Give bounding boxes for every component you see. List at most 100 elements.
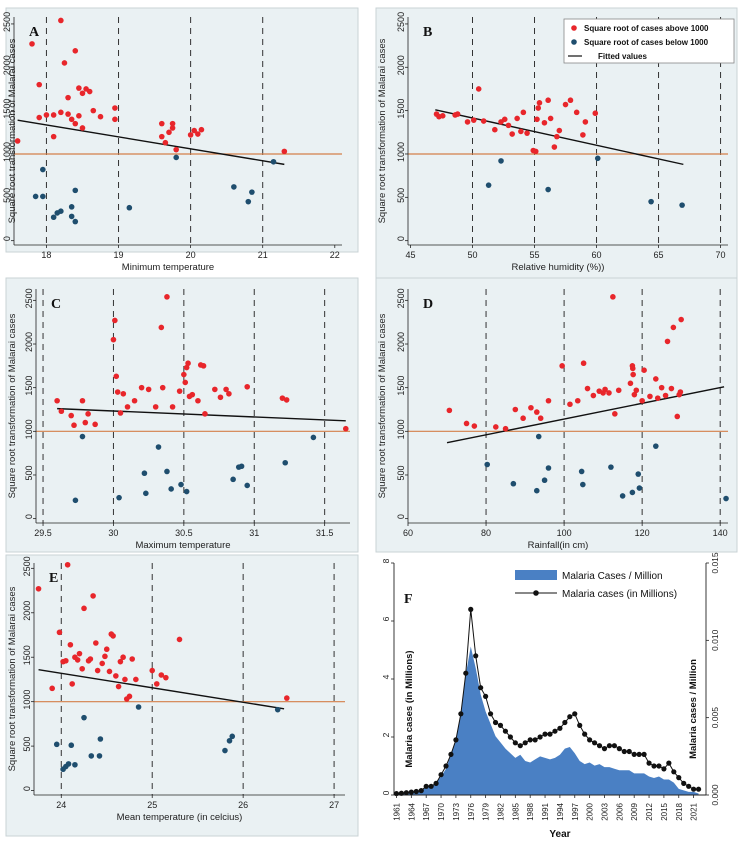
point-above-1000 bbox=[567, 401, 573, 408]
x-tick-label: 1976 bbox=[467, 802, 476, 820]
point-above-1000 bbox=[68, 412, 75, 419]
point-cases-millions bbox=[591, 740, 598, 746]
x-tick-label: 26 bbox=[238, 800, 248, 810]
point-above-1000 bbox=[470, 117, 477, 123]
x-tick-label: 1982 bbox=[496, 802, 505, 820]
y-axis-label: Square root transformation of Malarai ca… bbox=[7, 38, 18, 223]
point-above-1000 bbox=[158, 133, 165, 140]
point-above-1000 bbox=[573, 109, 580, 116]
point-above-1000 bbox=[122, 676, 128, 683]
x-tick-label: 19 bbox=[114, 250, 124, 260]
point-cases-millions bbox=[601, 746, 608, 752]
point-below-1000 bbox=[274, 706, 281, 713]
point-cases-millions bbox=[567, 714, 573, 720]
left-axis-label: Malaria cases (in Millions) bbox=[404, 650, 415, 767]
point-cases-millions bbox=[557, 725, 563, 731]
point-cases-millions bbox=[542, 731, 548, 737]
point-above-1000 bbox=[50, 133, 57, 140]
point-below-1000 bbox=[249, 189, 255, 195]
y-tick-label: 0 bbox=[396, 236, 406, 241]
point-cases-millions bbox=[616, 746, 622, 752]
point-below-1000 bbox=[484, 461, 491, 468]
point-cases-millions bbox=[497, 722, 504, 729]
point-above-1000 bbox=[110, 633, 116, 639]
point-below-1000 bbox=[245, 198, 252, 205]
point-above-1000 bbox=[520, 415, 526, 422]
point-above-1000 bbox=[14, 138, 21, 144]
panel-label: E bbox=[49, 571, 58, 586]
point-above-1000 bbox=[176, 388, 183, 394]
x-tick-label: 2006 bbox=[615, 802, 624, 820]
point-above-1000 bbox=[493, 424, 499, 430]
point-below-1000 bbox=[97, 736, 104, 742]
x-axis-label: Minimum temperature bbox=[122, 262, 214, 273]
x-tick-label: 31.5 bbox=[316, 528, 334, 538]
x-tick-label: 29.5 bbox=[34, 528, 52, 538]
point-cases-millions bbox=[483, 693, 489, 700]
point-above-1000 bbox=[195, 131, 201, 137]
point-above-1000 bbox=[43, 112, 50, 118]
point-below-1000 bbox=[168, 486, 174, 492]
left-tick-label: 6 bbox=[381, 616, 391, 621]
point-above-1000 bbox=[512, 406, 519, 413]
point-cases-millions bbox=[463, 670, 469, 676]
y-tick-label: 0 bbox=[22, 786, 32, 791]
y-tick-label: 1000 bbox=[396, 142, 406, 162]
point-cases-millions bbox=[473, 653, 479, 659]
x-tick-label: 1970 bbox=[437, 802, 446, 820]
x-tick-label: 2021 bbox=[690, 802, 699, 820]
legend-entry: Malaria Cases / Million bbox=[562, 571, 663, 582]
point-above-1000 bbox=[191, 127, 198, 134]
point-below-1000 bbox=[50, 214, 57, 221]
point-above-1000 bbox=[79, 90, 86, 97]
left-tick-label: 0 bbox=[381, 790, 391, 795]
point-cases-millions bbox=[448, 751, 454, 758]
point-cases-millions bbox=[572, 711, 578, 717]
point-above-1000 bbox=[647, 393, 653, 400]
point-cases-millions bbox=[487, 711, 494, 717]
point-cases-millions bbox=[527, 737, 533, 743]
point-cases-millions bbox=[492, 719, 499, 726]
point-below-1000 bbox=[65, 761, 72, 767]
point-cases-millions bbox=[606, 743, 613, 749]
point-above-1000 bbox=[509, 131, 515, 137]
point-above-1000 bbox=[545, 97, 551, 104]
point-above-1000 bbox=[674, 413, 681, 420]
point-above-1000 bbox=[678, 316, 684, 323]
point-above-1000 bbox=[439, 113, 446, 119]
point-cases-millions bbox=[686, 783, 692, 789]
point-above-1000 bbox=[480, 118, 487, 124]
y-tick-label: 500 bbox=[24, 465, 34, 480]
point-above-1000 bbox=[117, 410, 124, 416]
x-tick-label: 20 bbox=[186, 250, 196, 260]
point-above-1000 bbox=[518, 128, 524, 135]
point-above-1000 bbox=[501, 116, 508, 123]
y-axis-label: Square root transformation of Malarai ca… bbox=[7, 586, 18, 771]
panel-label: F bbox=[404, 592, 413, 607]
point-above-1000 bbox=[284, 695, 290, 701]
y-tick-label: 1000 bbox=[2, 142, 12, 162]
point-below-1000 bbox=[535, 433, 542, 440]
point-above-1000 bbox=[169, 125, 176, 131]
point-above-1000 bbox=[120, 654, 126, 661]
point-above-1000 bbox=[668, 385, 675, 392]
point-cases-millions bbox=[537, 734, 543, 740]
left-tick-label: 4 bbox=[381, 674, 391, 679]
left-tick-label: 8 bbox=[381, 558, 391, 563]
point-below-1000 bbox=[96, 753, 103, 759]
y-tick-label: 2000 bbox=[24, 332, 34, 352]
panel-f: 0 2 4 6 8 0.000 0.005 0.010 0.015 1961 1964 1967 197… bbox=[381, 552, 720, 840]
point-above-1000 bbox=[169, 404, 176, 410]
point-above-1000 bbox=[86, 88, 93, 95]
point-below-1000 bbox=[533, 487, 540, 494]
point-above-1000 bbox=[61, 60, 68, 66]
point-above-1000 bbox=[226, 390, 232, 397]
point-above-1000 bbox=[35, 585, 42, 592]
point-below-1000 bbox=[155, 444, 162, 450]
x-tick-label: 100 bbox=[557, 528, 572, 538]
point-cases-millions bbox=[502, 728, 509, 734]
point-cases-millions bbox=[621, 748, 627, 755]
y-tick-label: 2000 bbox=[396, 55, 406, 75]
point-below-1000 bbox=[226, 737, 233, 744]
